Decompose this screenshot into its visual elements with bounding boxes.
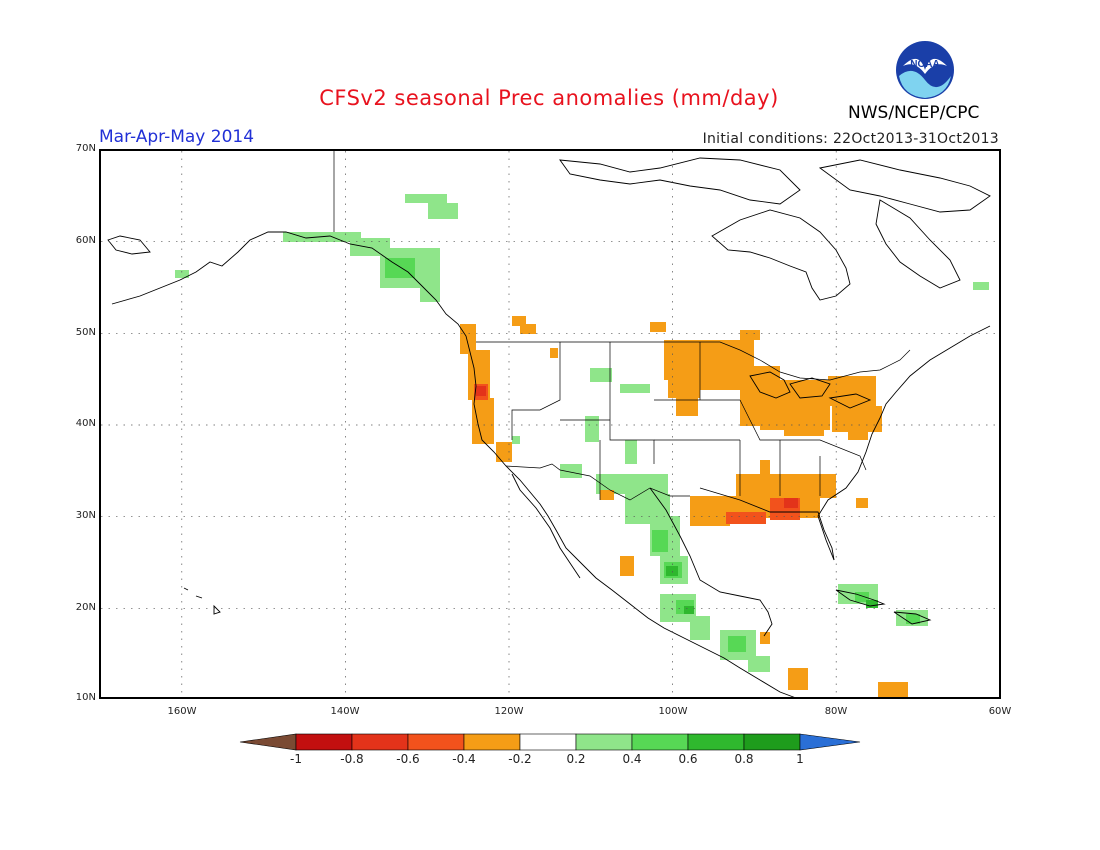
noaa-logo-text: NOAA bbox=[910, 59, 939, 70]
initial-conditions: Initial conditions: 22Oct2013-31Oct2013 bbox=[702, 131, 999, 147]
colorbar-label: 0.4 bbox=[622, 752, 642, 766]
colorbar-label: 1 bbox=[796, 752, 804, 766]
lon-label-100w: 100W bbox=[658, 706, 688, 717]
lat-label-20n: 20N bbox=[75, 602, 96, 613]
lon-label-60w: 60W bbox=[988, 706, 1012, 717]
political-borders bbox=[333, 150, 911, 501]
colorbar-lower-triangle bbox=[239, 733, 297, 751]
colorbar-segment bbox=[463, 733, 521, 751]
colorbar-label: -0.2 bbox=[508, 752, 532, 766]
noaa-logo: NOAA bbox=[896, 41, 954, 99]
graticule bbox=[101, 151, 999, 697]
colorbar-label: -1 bbox=[290, 752, 302, 766]
colorbar-segment bbox=[743, 733, 801, 751]
map-frame bbox=[99, 149, 1001, 699]
colorbar-segment bbox=[687, 733, 745, 751]
coastlines bbox=[107, 157, 991, 699]
lat-label-40n: 40N bbox=[75, 418, 96, 429]
lon-label-120w: 120W bbox=[494, 706, 524, 717]
agency-label: NWS/NCEP/CPC bbox=[848, 103, 980, 123]
lat-label-50n: 50N bbox=[75, 327, 96, 338]
colorbar-segment bbox=[351, 733, 409, 751]
map-title: CFSv2 seasonal Prec anomalies (mm/day) bbox=[319, 86, 779, 110]
forecast-period: Mar-Apr-May 2014 bbox=[99, 127, 255, 147]
lat-label-70n: 70N bbox=[75, 143, 96, 154]
lat-label-60n: 60N bbox=[75, 235, 96, 246]
colorbar-segment bbox=[407, 733, 465, 751]
lon-label-140w: 140W bbox=[330, 706, 360, 717]
colorbar-label: -0.6 bbox=[396, 752, 420, 766]
anomaly-patches bbox=[175, 194, 989, 698]
colorbar-segment bbox=[519, 733, 577, 751]
colorbar-label: 0.8 bbox=[734, 752, 754, 766]
colorbar-segment bbox=[295, 733, 353, 751]
colorbar-segment bbox=[631, 733, 689, 751]
colorbar-label: 0.6 bbox=[678, 752, 698, 766]
colorbar-upper-triangle bbox=[799, 733, 861, 751]
colorbar-label: -0.8 bbox=[340, 752, 364, 766]
colorbar-label: 0.2 bbox=[566, 752, 586, 766]
lon-label-80w: 80W bbox=[824, 706, 848, 717]
lon-label-160w: 160W bbox=[167, 706, 197, 717]
lat-label-10n: 10N bbox=[75, 692, 96, 703]
colorbar-segment bbox=[575, 733, 633, 751]
colorbar bbox=[239, 733, 861, 751]
colorbar-label: -0.4 bbox=[452, 752, 476, 766]
lat-label-30n: 30N bbox=[75, 510, 96, 521]
